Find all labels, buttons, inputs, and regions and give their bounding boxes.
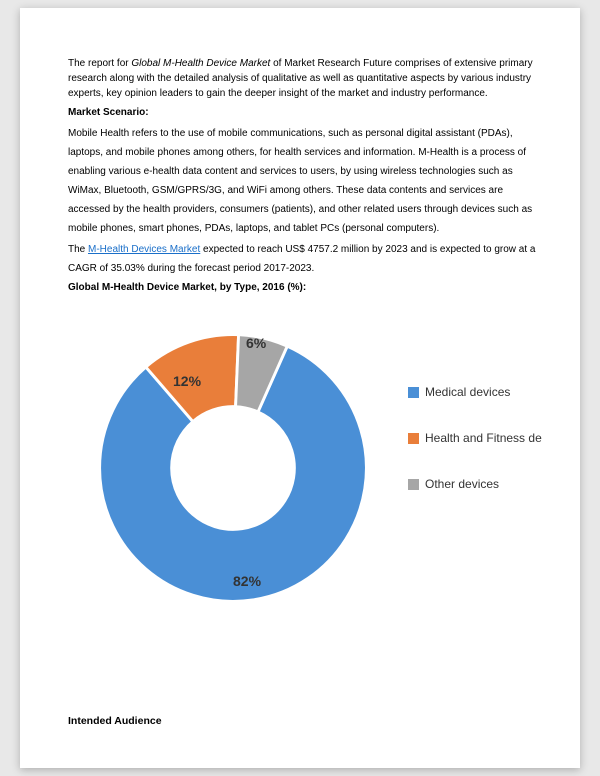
- intro-prefix: The report for: [68, 58, 131, 69]
- slice-label: 82%: [233, 571, 261, 592]
- document-page: The report for Global M-Health Device Ma…: [20, 8, 580, 768]
- intro-italic: Global M-Health Device Market: [131, 58, 270, 69]
- legend-swatch: [408, 479, 419, 490]
- slice-label: 6%: [246, 333, 266, 354]
- chart-legend: Medical devices Health and Fitness de Othe…: [408, 383, 542, 521]
- chart-title: Global M-Health Device Market, by Type, …: [68, 280, 540, 295]
- legend-item: Medical devices: [408, 383, 542, 401]
- legend-item: Health and Fitness de: [408, 429, 542, 447]
- donut-svg: [88, 323, 378, 613]
- forecast-prefix: The: [68, 244, 88, 255]
- donut-chart: 82% 12% 6% Medical devices Health and Fitne…: [68, 303, 540, 643]
- legend-item: Other devices: [408, 475, 542, 493]
- donut-wrap: 82% 12% 6%: [88, 323, 378, 613]
- intro-paragraph: The report for Global M-Health Device Ma…: [68, 56, 540, 101]
- legend-swatch: [408, 387, 419, 398]
- scenario-body: Mobile Health refers to the use of mobil…: [68, 124, 540, 238]
- mhealth-link[interactable]: M-Health Devices Market: [88, 244, 200, 255]
- slice-label: 12%: [173, 371, 201, 392]
- intended-audience-heading: Intended Audience: [68, 714, 162, 730]
- legend-label: Other devices: [425, 475, 499, 493]
- legend-label: Health and Fitness de: [425, 429, 542, 447]
- forecast-paragraph: The M-Health Devices Market expected to …: [68, 240, 540, 278]
- legend-label: Medical devices: [425, 383, 510, 401]
- legend-swatch: [408, 433, 419, 444]
- scenario-heading: Market Scenario:: [68, 105, 540, 120]
